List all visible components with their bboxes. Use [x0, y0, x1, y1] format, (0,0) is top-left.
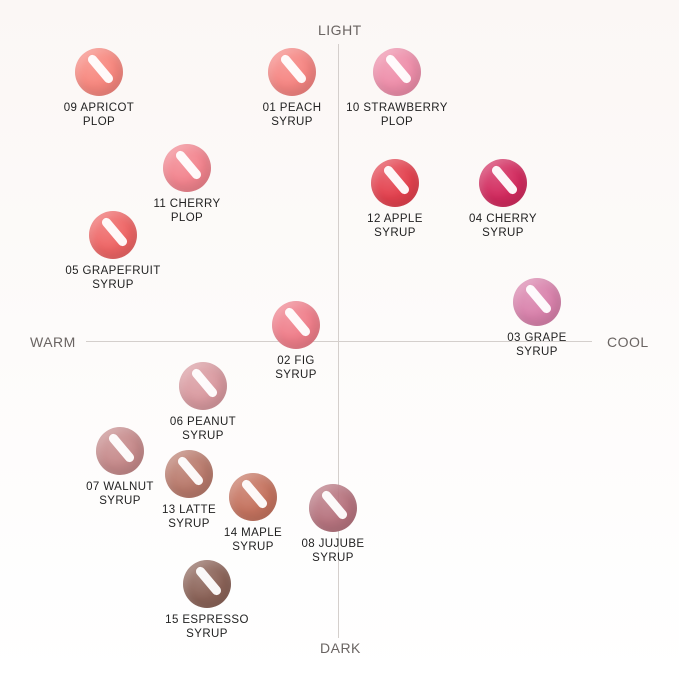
- swatch-color: [165, 450, 213, 498]
- swatch-04-cherry-syrup[interactable]: 04 CHERRY SYRUP: [448, 159, 558, 240]
- swatch-01-peach-syrup[interactable]: 01 PEACH SYRUP: [237, 48, 347, 129]
- swatch-color: [309, 484, 357, 532]
- swatch-03-grape-syrup[interactable]: 03 GRAPE SYRUP: [482, 278, 592, 359]
- axis-label-dark: DARK: [320, 640, 361, 656]
- swatch-14-maple-syrup[interactable]: 14 MAPLE SYRUP: [198, 473, 308, 554]
- swatch-color: [479, 159, 527, 207]
- swatch-label: 03 GRAPE SYRUP: [507, 332, 567, 358]
- swatch-color: [96, 427, 144, 475]
- swatch-10-strawberry-plop[interactable]: 10 STRAWBERRY PLOP: [342, 48, 452, 129]
- swatch-06-peanut-syrup[interactable]: 06 PEANUT SYRUP: [148, 362, 258, 443]
- swatch-label: 02 FIG SYRUP: [275, 355, 317, 381]
- swatch-05-grapefruit-syrup[interactable]: 05 GRAPEFRUIT SYRUP: [58, 211, 168, 292]
- swatch-label: 08 JUJUBE SYRUP: [301, 538, 365, 564]
- light-dark-axis: [338, 44, 339, 638]
- swatch-color: [89, 211, 137, 259]
- swatch-15-espresso-syrup[interactable]: 15 ESPRESSO SYRUP: [152, 560, 262, 641]
- swatch-color: [371, 159, 419, 207]
- swatch-07-walnut-syrup[interactable]: 07 WALNUT SYRUP: [65, 427, 175, 508]
- swatch-11-cherry-plop[interactable]: 11 CHERRY PLOP: [132, 144, 242, 225]
- swatch-label: 05 GRAPEFRUIT SYRUP: [65, 265, 161, 291]
- swatch-color: [268, 48, 316, 96]
- swatch-color: [272, 301, 320, 349]
- swatch-label: 11 CHERRY PLOP: [153, 198, 221, 224]
- swatch-02-fig-syrup[interactable]: 02 FIG SYRUP: [241, 301, 351, 382]
- swatch-color: [75, 48, 123, 96]
- swatch-label: 06 PEANUT SYRUP: [169, 416, 237, 442]
- swatch-13-latte-syrup[interactable]: 13 LATTE SYRUP: [134, 450, 244, 531]
- axis-label-cool: COOL: [607, 334, 649, 350]
- swatch-color: [229, 473, 277, 521]
- swatch-label: 13 LATTE SYRUP: [161, 504, 217, 530]
- swatch-08-jujube-syrup[interactable]: 08 JUJUBE SYRUP: [278, 484, 388, 565]
- axis-label-warm: WARM: [30, 334, 76, 350]
- swatch-label: 04 CHERRY SYRUP: [469, 213, 537, 239]
- swatch-12-apple-syrup[interactable]: 12 APPLE SYRUP: [340, 159, 450, 240]
- swatch-label: 07 WALNUT SYRUP: [86, 481, 154, 507]
- swatch-color: [513, 278, 561, 326]
- swatch-color: [183, 560, 231, 608]
- swatch-label: 14 MAPLE SYRUP: [223, 527, 283, 553]
- swatch-color: [163, 144, 211, 192]
- swatch-label: 10 STRAWBERRY PLOP: [346, 102, 448, 128]
- swatch-color: [373, 48, 421, 96]
- swatch-label: 09 APRICOT PLOP: [63, 102, 135, 128]
- warm-cool-axis: [86, 341, 592, 342]
- swatch-color: [179, 362, 227, 410]
- swatch-label: 01 PEACH SYRUP: [262, 102, 322, 128]
- swatch-label: 12 APPLE SYRUP: [367, 213, 423, 239]
- swatch-09-apricot-plop[interactable]: 09 APRICOT PLOP: [44, 48, 154, 129]
- axis-label-light: LIGHT: [318, 22, 362, 38]
- swatch-label: 15 ESPRESSO SYRUP: [165, 614, 249, 640]
